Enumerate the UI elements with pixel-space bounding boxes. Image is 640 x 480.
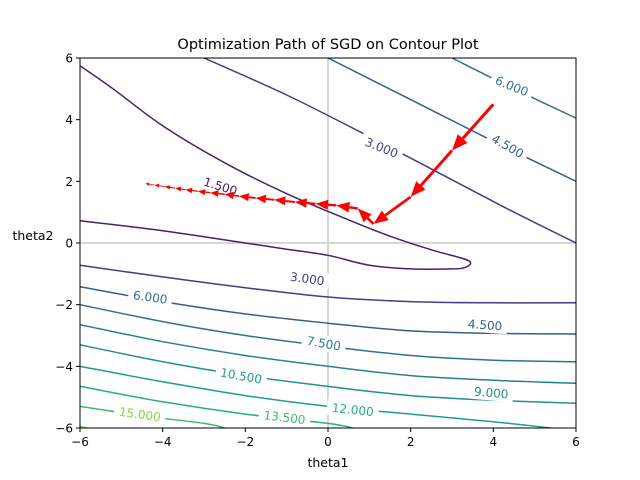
chart-title: Optimization Path of SGD on Contour Plot bbox=[177, 37, 478, 53]
contour-label: 13.500 bbox=[263, 408, 306, 427]
sgd-step-arrowhead bbox=[336, 202, 350, 213]
sgd-step-arrowhead bbox=[175, 186, 182, 192]
sgd-step-line bbox=[265, 198, 275, 201]
sgd-step-line bbox=[218, 192, 225, 196]
contour-label-background bbox=[468, 382, 514, 403]
sgd-step-line bbox=[158, 185, 165, 188]
contour-label: 3.000 bbox=[289, 270, 325, 289]
contour-label-background bbox=[326, 398, 380, 421]
sgd-step-line bbox=[248, 196, 256, 199]
contour-label: 6.000 bbox=[132, 288, 168, 307]
contour-line-7.500-0 bbox=[80, 323, 576, 385]
x-tick-label: −2 bbox=[236, 435, 254, 449]
sgd-path bbox=[145, 103, 495, 225]
sgd-step-arrowhead bbox=[294, 198, 307, 208]
contour-label-background bbox=[484, 127, 531, 164]
sgd-step-line bbox=[419, 149, 454, 187]
sgd-step-line bbox=[169, 186, 176, 189]
y-axis-label: theta2 bbox=[12, 228, 53, 243]
contour-label-background bbox=[214, 363, 268, 388]
contour-label-group: 15.000 bbox=[113, 402, 167, 426]
contour-label-background bbox=[462, 315, 508, 335]
contour-label-background bbox=[488, 70, 536, 102]
y-tick-label: −2 bbox=[55, 298, 73, 312]
y-tick-label: −4 bbox=[55, 360, 73, 374]
contour-label-background bbox=[127, 286, 174, 308]
contour-label-group: 13.500 bbox=[258, 406, 312, 429]
sgd-step-line bbox=[180, 188, 186, 191]
sgd-step-arrowhead bbox=[185, 187, 193, 194]
y-tick-label: 6 bbox=[65, 52, 73, 66]
sgd-step-arrowhead bbox=[210, 190, 219, 197]
sgd-step-arrowhead bbox=[373, 210, 389, 224]
sgd-step-line bbox=[461, 103, 495, 140]
sgd-step-line bbox=[205, 191, 211, 194]
contour-line-13.500-0 bbox=[80, 405, 225, 428]
x-tick-label: 4 bbox=[490, 435, 498, 449]
contour-line-12.000-0 bbox=[80, 385, 353, 428]
contour-label: 12.000 bbox=[331, 401, 374, 419]
sgd-step-arrowhead bbox=[410, 181, 426, 197]
sgd-step-arrowhead bbox=[315, 199, 329, 210]
sgd-step-arrowhead bbox=[357, 208, 372, 223]
y-tick-label: −6 bbox=[55, 422, 73, 436]
contour-label-group: 12.000 bbox=[326, 398, 380, 421]
sgd-step-line bbox=[149, 183, 155, 186]
sgd-step-arrowhead bbox=[164, 185, 171, 190]
x-tick-label: 2 bbox=[407, 435, 415, 449]
contour-label-group: 7.500 bbox=[300, 331, 347, 355]
contour-label: 9.000 bbox=[474, 385, 509, 402]
sgd-step-arrowhead bbox=[274, 196, 286, 206]
contour-label-background bbox=[258, 406, 312, 429]
contour-label-background bbox=[284, 267, 331, 290]
sgd-step-arrowhead bbox=[154, 183, 160, 188]
sgd-step-line bbox=[384, 195, 412, 217]
x-axis-ticks: −6 −4 −2 0 2 4 6 bbox=[71, 428, 580, 449]
sgd-step-line bbox=[327, 203, 337, 207]
sgd-step-line bbox=[306, 201, 316, 205]
contour-label: 15.000 bbox=[118, 405, 162, 425]
contour-label-group: 3.000 bbox=[284, 267, 331, 290]
contour-line-3.000-0 bbox=[80, 264, 576, 304]
contour-label: 7.500 bbox=[306, 334, 342, 354]
sgd-step-line bbox=[349, 206, 358, 210]
sgd-step-line bbox=[285, 199, 296, 204]
y-axis-ticks: −6 −4 −2 0 2 4 6 bbox=[55, 52, 80, 436]
contour-label-group: 4.500 bbox=[462, 315, 508, 335]
sgd-step-arrowhead bbox=[145, 182, 150, 186]
contour-label: 4.500 bbox=[467, 317, 502, 333]
sgd-step-arrowhead bbox=[197, 189, 206, 196]
x-tick-label: −6 bbox=[71, 435, 89, 449]
contour-label-background bbox=[300, 331, 347, 355]
sgd-step-arrowhead bbox=[224, 191, 234, 199]
sgd-step-line bbox=[192, 189, 198, 192]
contour-label-group: 6.000 bbox=[127, 286, 174, 308]
contour-label-background bbox=[358, 131, 406, 164]
sgd-step-arrowhead bbox=[239, 193, 250, 202]
y-tick-label: 0 bbox=[65, 237, 73, 251]
contour-label-background bbox=[113, 402, 167, 426]
sgd-step-arrowhead bbox=[255, 194, 267, 204]
x-axis-label: theta1 bbox=[307, 455, 348, 470]
contour-line-1.500-0 bbox=[80, 65, 472, 270]
contour-line-4.500-1 bbox=[327, 58, 576, 182]
y-tick-label: 2 bbox=[65, 175, 73, 189]
sgd-step-line bbox=[233, 194, 240, 197]
y-tick-label: 4 bbox=[65, 113, 73, 127]
x-tick-label: −4 bbox=[154, 435, 172, 449]
sgd-step-line bbox=[366, 217, 375, 225]
sgd-step-arrowhead bbox=[452, 134, 468, 151]
contour-label-group: 9.000 bbox=[468, 382, 514, 403]
x-tick-label: 6 bbox=[572, 435, 580, 449]
contour-line-3.000-1 bbox=[203, 58, 576, 244]
contour-label-group: 10.500 bbox=[214, 363, 268, 388]
x-tick-label: 0 bbox=[324, 435, 332, 449]
